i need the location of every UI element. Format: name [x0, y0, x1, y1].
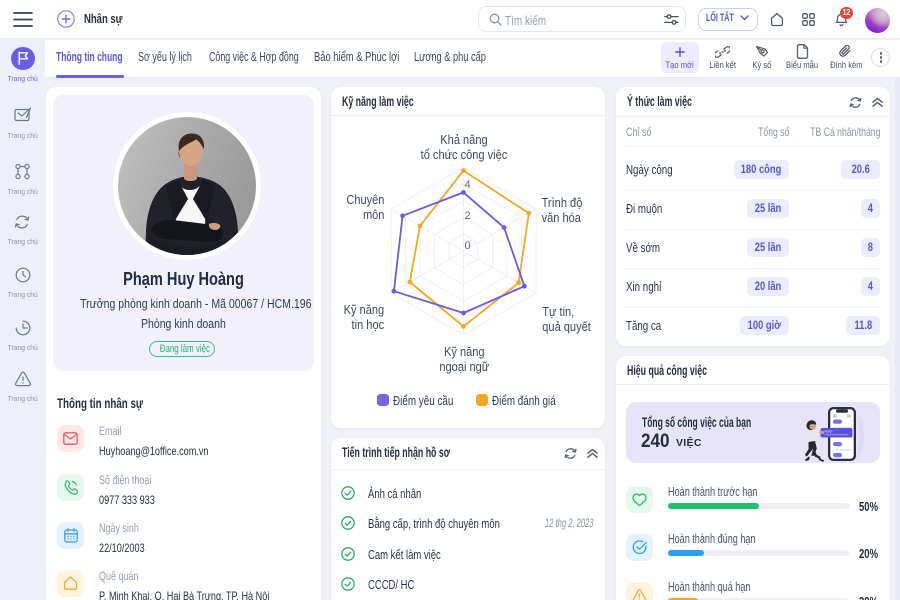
svg-text:2: 2	[464, 210, 470, 222]
svg-text:4: 4	[464, 179, 470, 191]
svg-text:0: 0	[464, 240, 470, 252]
